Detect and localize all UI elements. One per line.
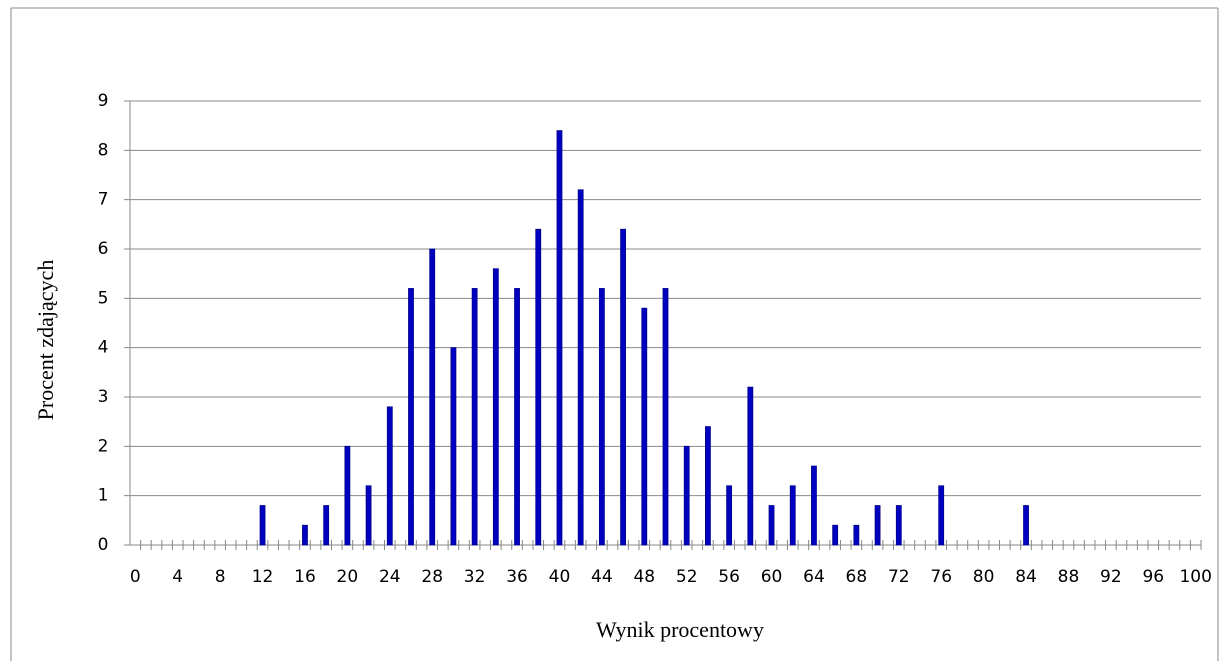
bar <box>705 426 711 546</box>
bar <box>641 307 648 546</box>
bar <box>598 288 605 546</box>
y-tick-label: 1 <box>98 486 109 506</box>
y-tick-label: 0 <box>98 535 109 555</box>
x-tick-label: 60 <box>761 567 783 587</box>
y-tick-label: 6 <box>98 239 109 259</box>
bar <box>386 406 393 546</box>
bar <box>726 485 733 546</box>
bar <box>344 445 351 546</box>
x-tick-label: 56 <box>718 567 740 587</box>
x-tick-label: 24 <box>379 567 401 587</box>
x-tick-label: 52 <box>676 567 698 587</box>
bar <box>302 524 308 546</box>
bar <box>535 228 542 546</box>
bar <box>577 189 584 546</box>
bar <box>747 386 754 546</box>
x-tick-label: 44 <box>591 567 613 587</box>
x-tick-label: 4 <box>172 567 183 587</box>
bar <box>620 228 626 546</box>
x-tick-label: 76 <box>930 567 952 587</box>
y-tick-label: 5 <box>98 288 109 308</box>
bar <box>259 505 266 546</box>
x-tick-label: 92 <box>1100 567 1122 587</box>
y-tick-label: 7 <box>98 190 109 210</box>
x-tick-label: 16 <box>294 567 316 587</box>
bar <box>471 288 478 546</box>
x-tick-label: 12 <box>252 567 274 587</box>
bar <box>683 445 690 546</box>
bar <box>874 505 881 546</box>
y-tick-label: 8 <box>98 140 109 160</box>
y-tick-label: 3 <box>98 387 109 407</box>
bar <box>492 268 499 546</box>
x-tick-label: 28 <box>421 567 443 587</box>
x-tick-label: 96 <box>1142 567 1164 587</box>
x-tick-label: 8 <box>215 567 226 587</box>
x-tick-label: 48 <box>633 567 655 587</box>
bar <box>853 524 860 546</box>
bar <box>811 465 817 546</box>
x-tick-label: 36 <box>506 567 528 587</box>
x-tick-label: 68 <box>846 567 868 587</box>
x-tick-label: 84 <box>1015 567 1037 587</box>
bar <box>450 347 457 546</box>
x-tick-label: 20 <box>337 567 359 587</box>
x-tick-label: 0 <box>130 567 141 587</box>
y-tick-label: 4 <box>98 338 109 358</box>
bar <box>832 524 839 546</box>
bar <box>556 130 563 546</box>
x-tick-label: 80 <box>973 567 995 587</box>
x-tick-label: 88 <box>1058 567 1080 587</box>
bar <box>768 505 775 546</box>
bar <box>938 485 945 546</box>
bar <box>662 288 669 546</box>
bar <box>514 288 520 546</box>
bar <box>429 248 436 546</box>
bar <box>895 505 902 546</box>
bar <box>365 485 372 546</box>
y-axis-label: Procent zdających <box>33 260 58 421</box>
x-tick-label: 32 <box>464 567 486 587</box>
y-tick-label: 9 <box>98 91 109 111</box>
bar <box>408 288 414 546</box>
bar <box>323 505 330 546</box>
x-tick-label: 64 <box>803 567 825 587</box>
y-tick-label: 2 <box>98 436 109 456</box>
bar <box>1023 505 1029 546</box>
bar <box>789 485 796 546</box>
x-tick-label: 100 <box>1179 567 1211 587</box>
x-tick-label: 72 <box>888 567 910 587</box>
x-tick-label: 40 <box>549 567 571 587</box>
x-axis-label: Wynik procentowy <box>596 617 764 642</box>
